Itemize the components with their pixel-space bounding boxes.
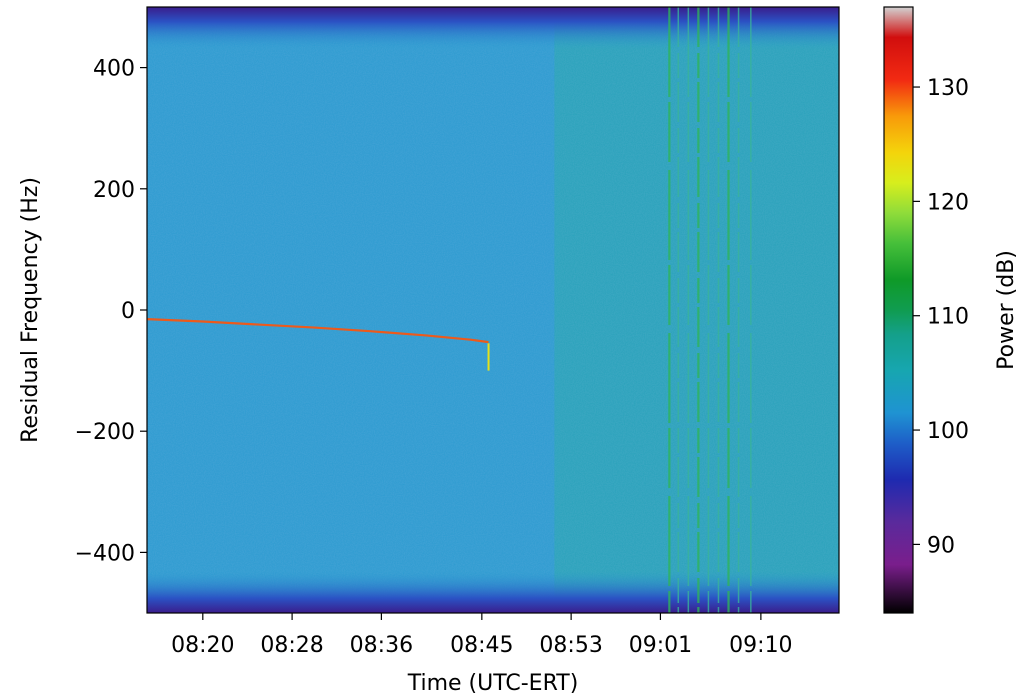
colorbar-label: Power (dB)	[994, 250, 1019, 370]
x-tick-label: 09:01	[629, 633, 692, 658]
colorbar-gradient	[884, 7, 913, 613]
x-axis-ticks: 08:20 08:28 08:36 08:45 08:53 09:01 09:10	[171, 613, 793, 658]
y-axis-label: Residual Frequency (Hz)	[18, 177, 43, 443]
spectrogram-plot-area	[147, 7, 839, 613]
colorbar-tick-label: 110	[927, 305, 969, 330]
colorbar-ticks: 90 100 110 120 130	[913, 76, 969, 558]
y-tick-label: 200	[93, 178, 135, 203]
x-tick-label: 08:20	[171, 633, 234, 658]
band-edge-top	[147, 7, 839, 49]
y-axis-ticks: 400 200 0 −200 −400	[75, 57, 147, 566]
y-tick-label: −200	[75, 420, 135, 445]
colorbar-frame	[883, 6, 914, 614]
heatmap-noise-texture	[147, 7, 839, 613]
vertical-streaks	[668, 7, 752, 613]
x-tick-label: 08:36	[350, 633, 413, 658]
band-edge-bottom	[147, 571, 839, 613]
x-tick-label: 08:28	[260, 633, 323, 658]
y-tick-label: 0	[121, 299, 135, 324]
x-tick-label: 09:10	[729, 633, 792, 658]
y-tick-label: 400	[93, 57, 135, 82]
colorbar-tick-label: 90	[927, 533, 955, 558]
carrier-track-line	[147, 317, 489, 344]
x-axis-label: Time (UTC-ERT)	[407, 671, 579, 696]
colorbar-tick-label: 130	[927, 76, 969, 101]
x-tick-label: 08:53	[539, 633, 602, 658]
y-tick-label: −400	[75, 541, 135, 566]
x-tick-label: 08:45	[450, 633, 513, 658]
colorbar-tick-label: 120	[927, 190, 969, 215]
colorbar-tick-label: 100	[927, 419, 969, 444]
